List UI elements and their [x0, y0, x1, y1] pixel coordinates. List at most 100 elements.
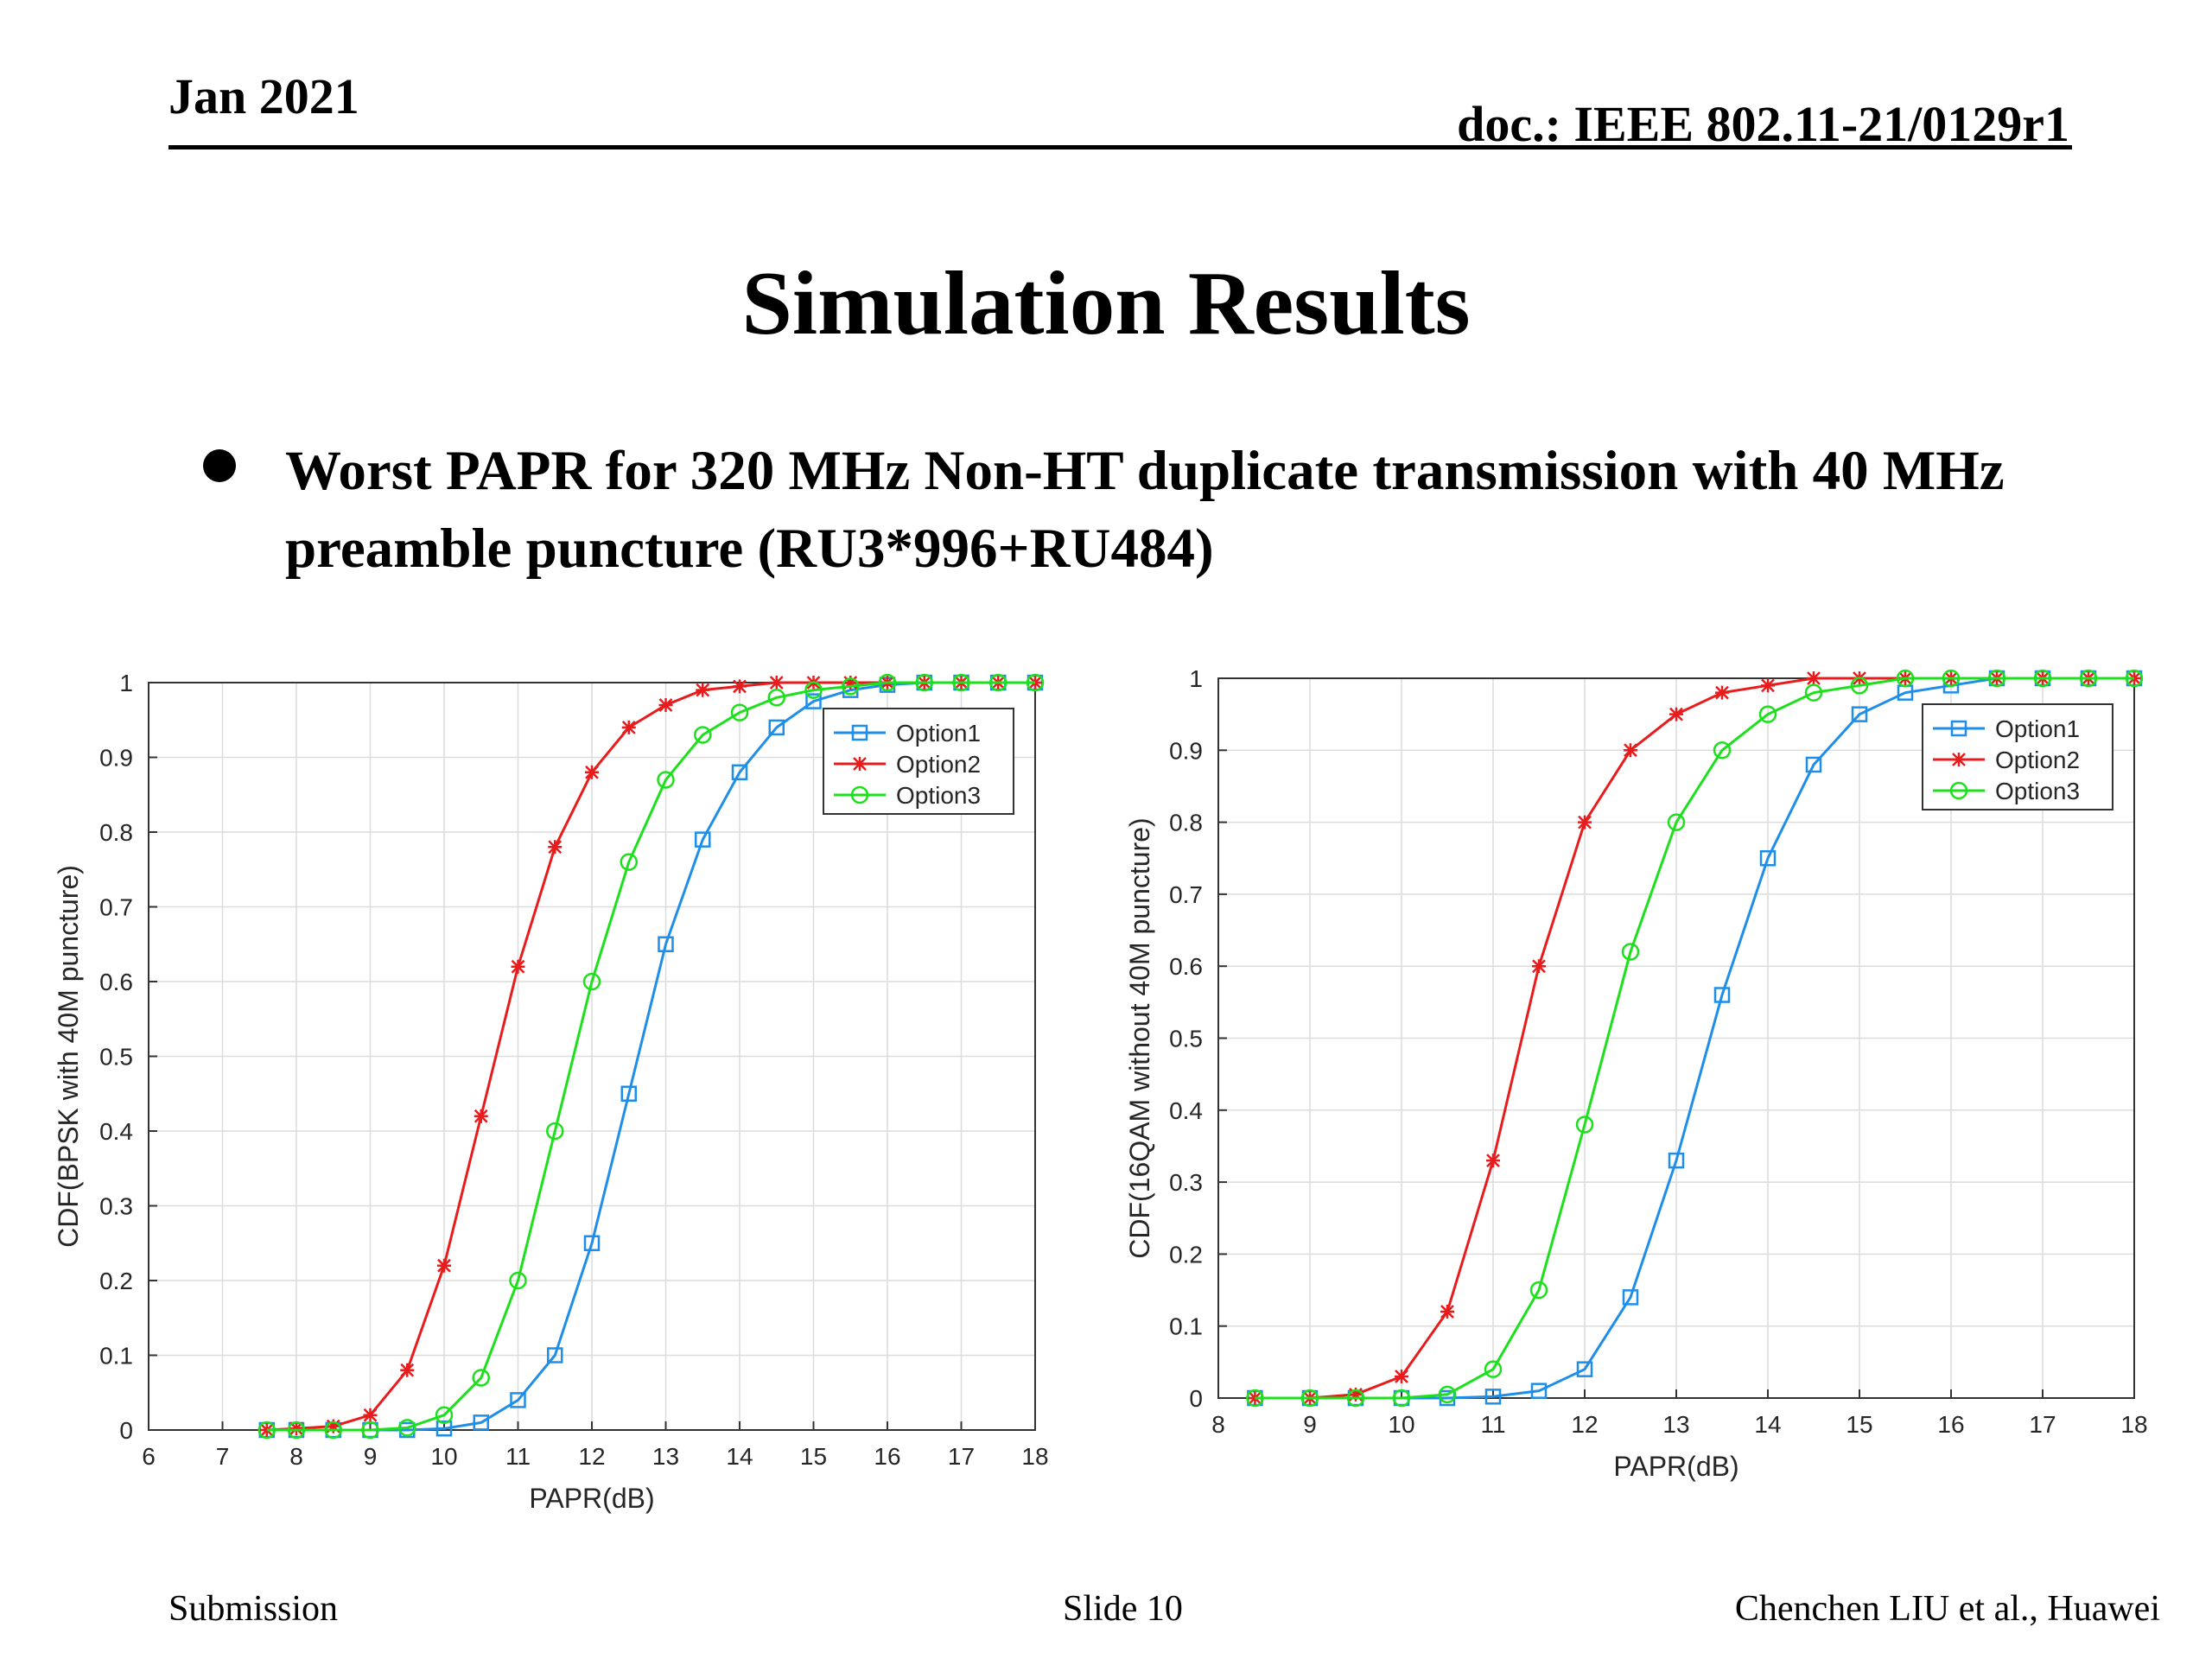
data-point-option3	[694, 726, 712, 744]
data-point-option2	[1349, 1387, 1363, 1402]
data-point-option1	[1851, 706, 1868, 722]
y-tick-label: 1	[1189, 665, 1203, 692]
data-point-option3	[324, 1421, 342, 1440]
data-point-option1	[1759, 850, 1777, 867]
slide-title: Simulation Results	[741, 252, 1471, 353]
chart-16qam-cdf: 8 9 10 11 12 13 14 15 16 17 18 0 0.1 0.2 0.3 0.4 0.5 0.6 0…	[1124, 665, 2148, 1482]
data-point-option3	[1346, 1389, 1365, 1408]
bullet-text: Worst PAPR for 320 MHz Non-HT duplicate …	[285, 440, 2005, 580]
x-tick-label: 13	[1662, 1411, 1689, 1438]
x-tick-label: 17	[948, 1443, 975, 1470]
x-tick-label: 9	[364, 1443, 378, 1470]
data-point-option3	[1026, 673, 1045, 692]
legend-marker-option1	[851, 724, 868, 741]
y-tick-label: 0.3	[1169, 1169, 1203, 1196]
data-point-option3	[1758, 705, 1777, 723]
data-point-option3	[620, 853, 638, 871]
x-tick-label: 14	[726, 1443, 753, 1470]
data-point-option2	[621, 720, 636, 734]
bullet-dot-icon	[203, 449, 236, 482]
data-point-option1	[658, 936, 674, 952]
data-point-option3	[287, 1421, 306, 1440]
data-point-option1	[473, 1414, 489, 1431]
data-point-option3	[767, 689, 785, 707]
x-tick-label: 14	[1754, 1411, 1781, 1438]
legend-label-option1: Option1	[1995, 715, 2080, 742]
data-point-option1	[583, 1235, 601, 1251]
legend-marker-option3	[850, 785, 869, 804]
data-point-option2	[400, 1363, 415, 1377]
y-tick-label: 0.6	[99, 969, 133, 995]
x-tick-label: 7	[216, 1443, 230, 1470]
data-point-option3	[1713, 741, 1732, 760]
y-axis-label: CDF(16QAM without 40M puncture)	[1124, 817, 1155, 1258]
data-point-option3	[1529, 1281, 1548, 1300]
data-point-option3	[582, 972, 601, 991]
data-point-option3	[657, 771, 675, 789]
data-point-option1	[731, 764, 748, 781]
data-point-option2	[326, 1419, 340, 1433]
x-tick-label: 18	[1021, 1443, 1048, 1470]
data-point-option2	[1578, 815, 1592, 830]
data-point-option3	[546, 1122, 564, 1141]
legend-marker-option2	[853, 757, 867, 771]
data-point-option3	[952, 673, 970, 692]
plot-frame	[1217, 677, 2135, 1399]
data-point-option2	[1669, 707, 1683, 721]
footer-author: Chenchen LIU et al., Huawei	[1734, 1589, 2160, 1629]
y-tick-label: 0	[1189, 1385, 1203, 1412]
data-point-option3	[2125, 669, 2144, 688]
data-point-option3	[1575, 1116, 1594, 1134]
data-point-option3	[1438, 1385, 1457, 1404]
data-point-option1	[1805, 756, 1822, 773]
data-point-option1	[435, 1421, 453, 1437]
legend-label-option1: Option1	[896, 720, 981, 747]
legend-marker-option2	[1952, 753, 1966, 766]
y-tick-label: 0.2	[99, 1268, 133, 1294]
y-tick-label: 0.8	[99, 819, 133, 846]
y-tick-label: 0.3	[99, 1193, 133, 1220]
data-point-option3	[1942, 669, 1961, 688]
header-doc-id: doc.: IEEE 802.11-21/0129r1	[1457, 96, 2069, 152]
data-point-option1	[547, 1347, 563, 1363]
data-point-option1	[1622, 1289, 1639, 1306]
data-point-option2	[1486, 1154, 1500, 1168]
data-point-option2	[733, 679, 747, 694]
data-point-option1	[1668, 1152, 1685, 1169]
data-point-option1	[695, 831, 711, 848]
data-point-option1	[510, 1392, 526, 1408]
y-tick-label: 1	[119, 670, 133, 696]
series-line-option3	[266, 681, 1035, 1432]
legend-label-option2: Option2	[896, 751, 981, 778]
y-tick-label: 0.5	[1169, 1026, 1203, 1052]
data-point-option3	[1896, 669, 1915, 688]
x-tick-label: 12	[578, 1443, 605, 1470]
data-point-option2	[769, 676, 784, 690]
data-point-option2	[843, 676, 858, 690]
header-date: Jan 2021	[168, 68, 359, 124]
data-point-option3	[509, 1271, 527, 1290]
x-tick-label: 12	[1571, 1411, 1598, 1438]
data-point-option2	[1761, 678, 1775, 693]
x-tick-label: 10	[430, 1443, 457, 1470]
data-point-option3	[472, 1369, 490, 1387]
y-tick-label: 0.7	[99, 894, 133, 921]
data-point-option3	[915, 673, 933, 692]
x-tick-label: 8	[1211, 1411, 1225, 1438]
data-point-option2	[1395, 1370, 1408, 1384]
data-point-option2	[585, 765, 599, 779]
data-point-option1	[1484, 1389, 1502, 1405]
legend-marker-option1	[1950, 720, 1967, 737]
x-tick-label: 15	[1846, 1411, 1872, 1438]
x-tick-label: 11	[505, 1443, 531, 1470]
data-point-option2	[289, 1421, 303, 1436]
plot-frame	[148, 682, 1036, 1431]
legend-marker-option3	[1949, 781, 1968, 800]
data-point-option1	[1530, 1382, 1548, 1399]
x-tick-label: 13	[652, 1443, 679, 1470]
data-point-option3	[1621, 943, 1640, 961]
data-point-option3	[257, 1421, 276, 1440]
y-tick-label: 0.9	[1169, 737, 1203, 764]
header-rule	[168, 145, 2072, 149]
y-tick-label: 0.2	[1169, 1241, 1203, 1268]
